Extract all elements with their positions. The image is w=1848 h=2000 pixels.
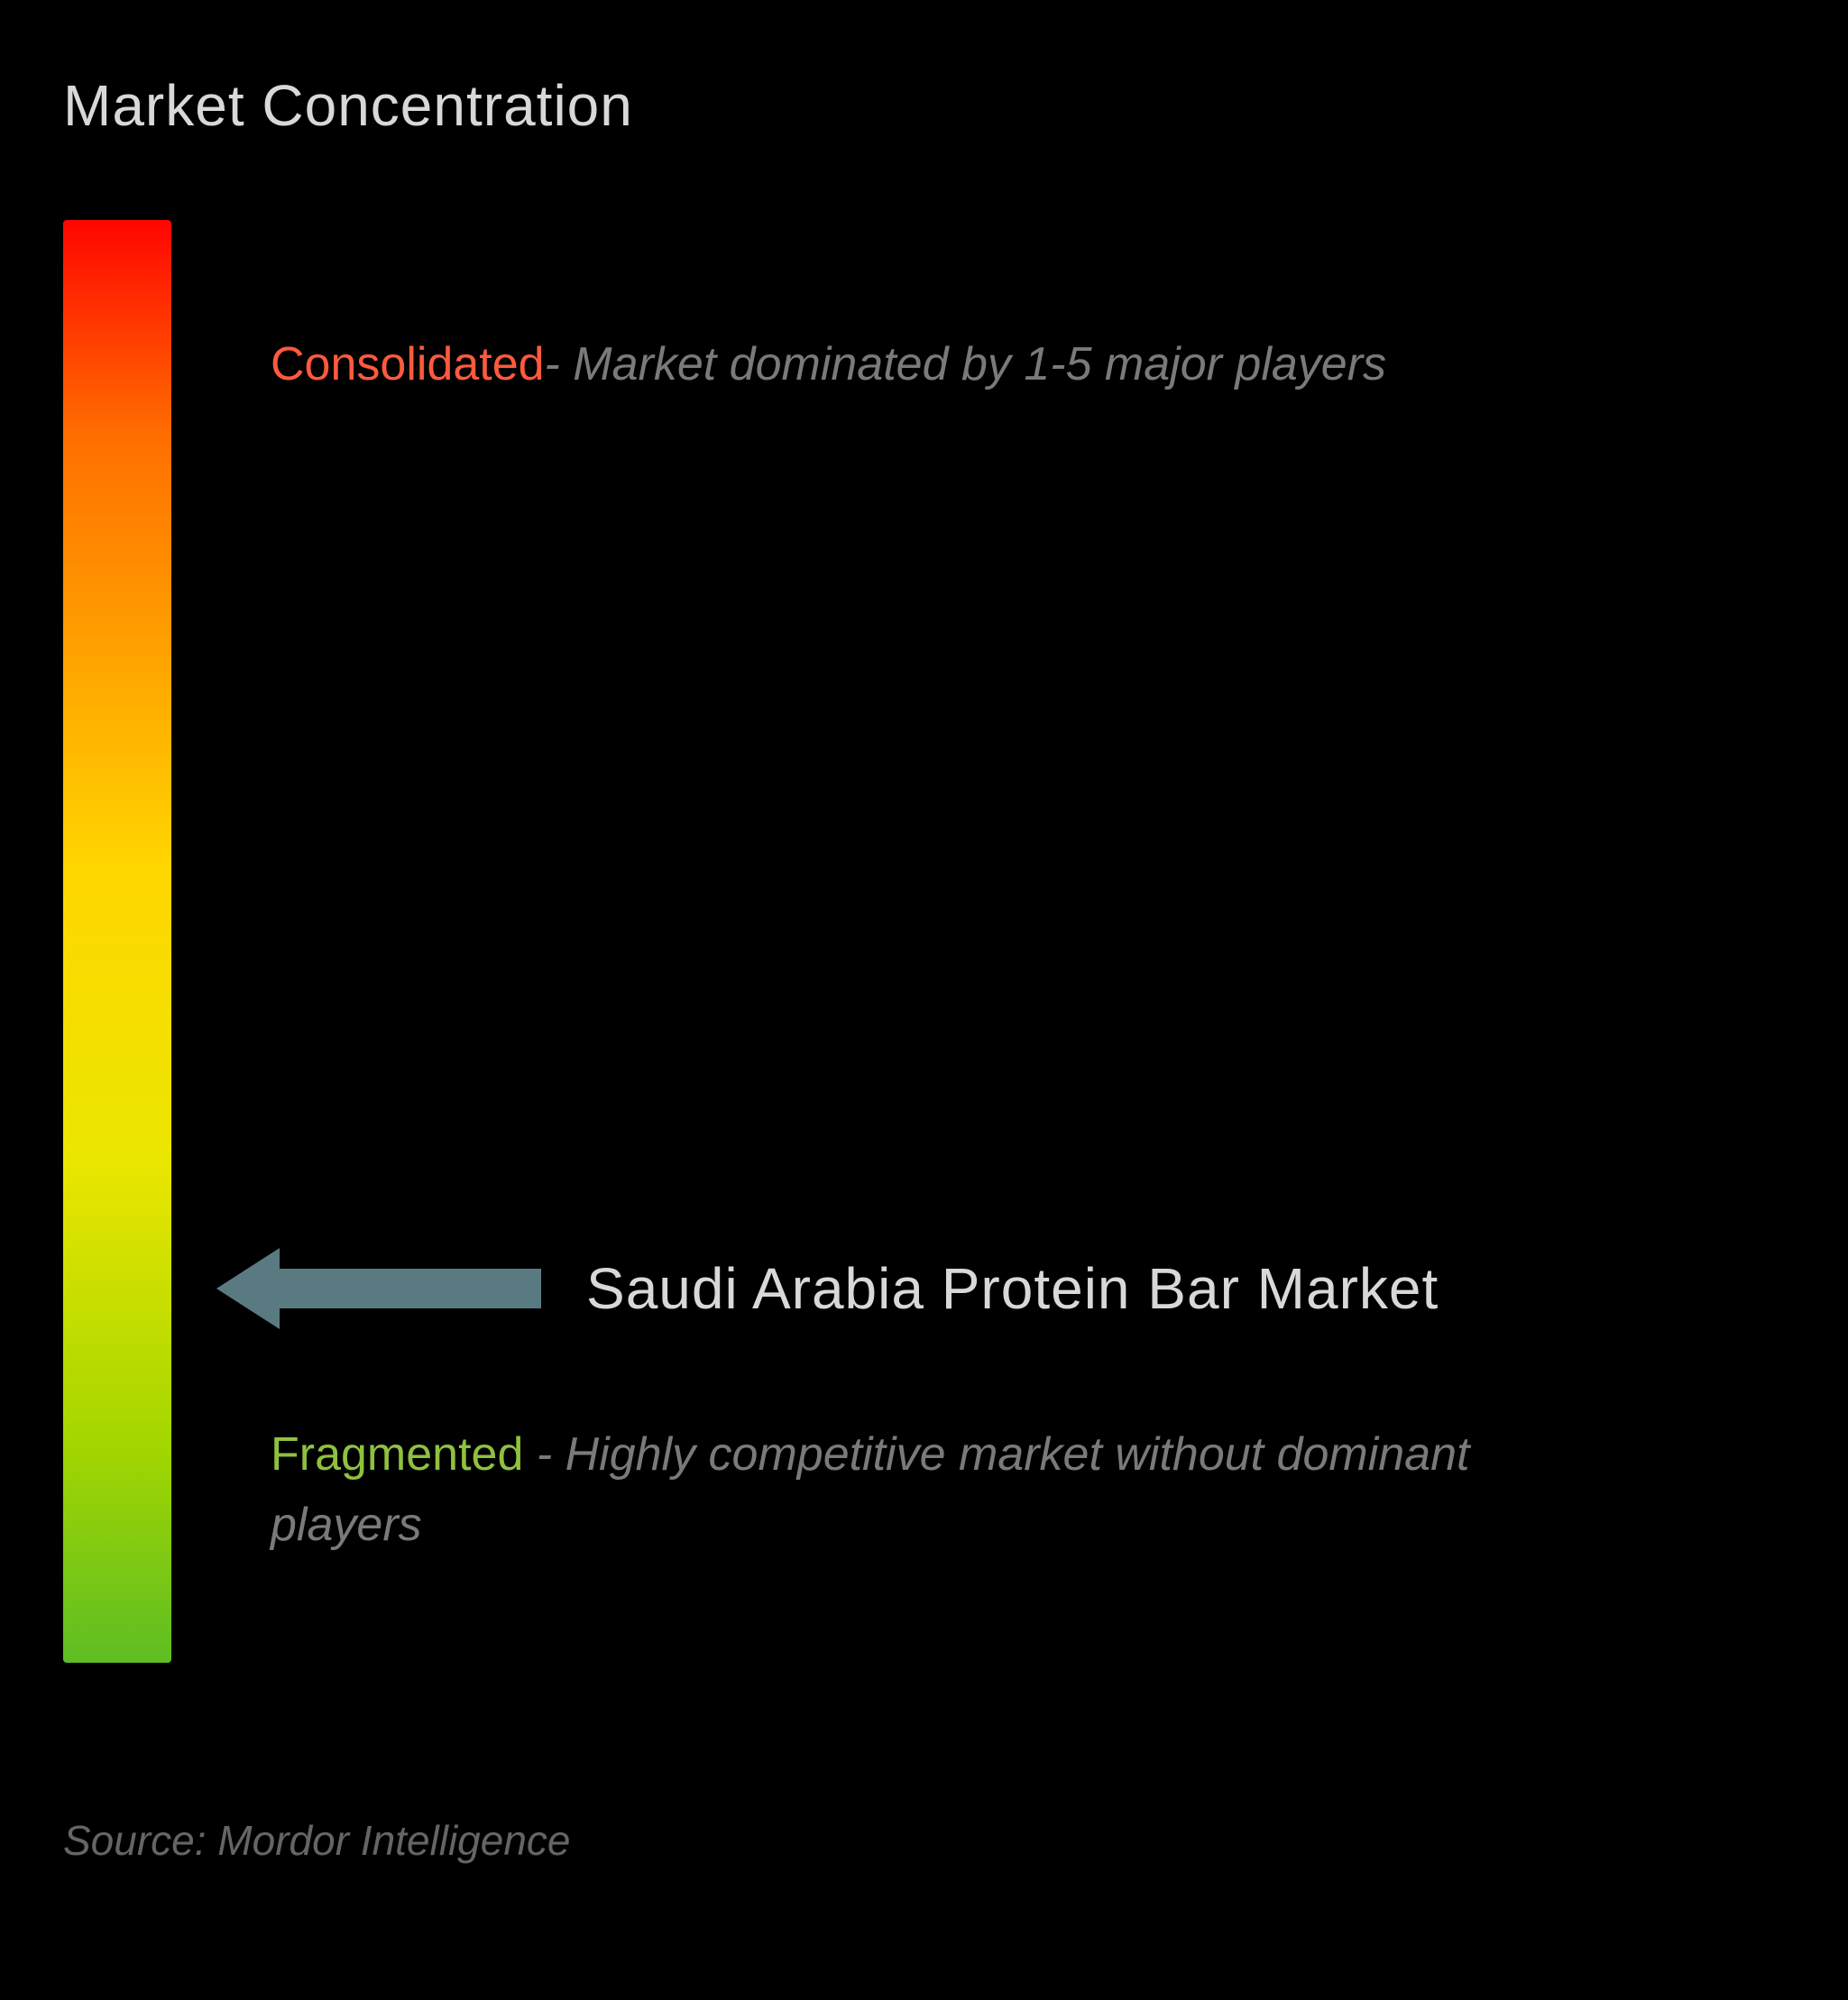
consolidated-description: - Market dominated by 1-5 major players [545,337,1387,391]
fragmented-section: Fragmented - Highly competitive market w… [271,1419,1623,1560]
market-name: Saudi Arabia Protein Bar Market [586,1255,1439,1322]
chart-title: Market Concentration [63,72,1785,139]
consolidated-label: Consolidated [271,337,545,391]
source-attribution: Source: Mordor Intelligence [63,1816,571,1865]
labels-container: Consolidated - Market dominated by 1-5 m… [216,220,1785,1735]
market-indicator: Saudi Arabia Protein Bar Market [216,1248,1439,1329]
chart-content: Consolidated - Market dominated by 1-5 m… [63,220,1785,1735]
arrow-left-icon [216,1248,541,1329]
concentration-gradient-bar [63,220,171,1663]
consolidated-section: Consolidated - Market dominated by 1-5 m… [271,337,1386,391]
fragmented-label: Fragmented [271,1428,523,1481]
